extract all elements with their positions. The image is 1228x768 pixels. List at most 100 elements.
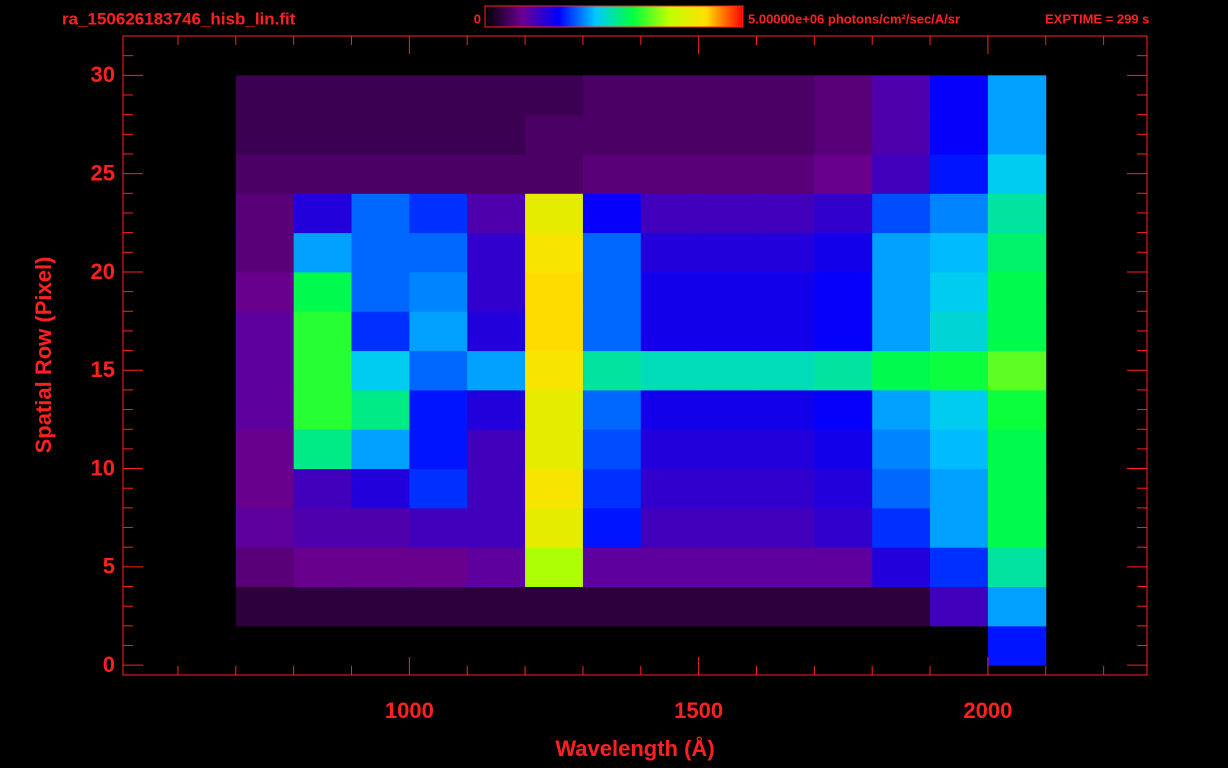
heatmap-cell [525, 389, 584, 430]
heatmap-cell [235, 507, 295, 548]
heatmap-cell [293, 232, 353, 273]
heatmap-cell [698, 429, 757, 470]
heatmap-cell [698, 114, 757, 155]
heatmap-cell [351, 507, 410, 548]
heatmap-cell [756, 193, 815, 234]
heatmap-cell [930, 114, 989, 155]
heatmap-cell [930, 271, 989, 312]
colorbar [484, 5, 744, 28]
heatmap-cell [930, 311, 989, 352]
y-axis-label: Spatial Row (Pixel) [31, 257, 56, 454]
heatmap-cell [409, 311, 468, 352]
heatmap-cell [987, 232, 1047, 273]
heatmap-cell [235, 271, 295, 312]
heatmap-cell [235, 114, 295, 155]
heatmap-cell [640, 114, 700, 155]
heatmap-cell [351, 75, 410, 116]
heatmap-cell [987, 468, 1047, 509]
heatmap-cell [351, 232, 410, 273]
heatmap-cell [409, 153, 468, 194]
heatmap-cell [351, 153, 410, 194]
heatmap-cell [814, 429, 873, 470]
heatmap-cell [756, 547, 815, 588]
heatmap-cell [930, 625, 989, 666]
heatmap-cell [987, 507, 1047, 548]
heatmap-cell [814, 468, 873, 509]
heatmap-cell [814, 232, 873, 273]
heatmap-cell [756, 271, 815, 312]
heatmap-cell [293, 547, 353, 588]
heatmap-cell [756, 507, 815, 548]
x-tick-label: 2000 [963, 698, 1012, 723]
heatmap-cell [467, 507, 526, 548]
heatmap-cell [698, 507, 757, 548]
heatmap-cell [872, 507, 931, 548]
heatmap-cell [582, 271, 642, 312]
heatmap-cell [987, 625, 1047, 666]
heatmap-cell [235, 547, 295, 588]
heatmap-cell [930, 429, 989, 470]
heatmap-cell [756, 75, 815, 116]
heatmap-cell [582, 114, 642, 155]
heatmap-cell [698, 75, 757, 116]
heatmap-cell [930, 547, 989, 588]
heatmap-cell [351, 625, 410, 666]
heatmap-cell [525, 429, 584, 470]
heatmap-cell [293, 193, 353, 234]
heatmap-cell [640, 586, 700, 627]
heatmap-cell [640, 389, 700, 430]
heatmap-cell [756, 232, 815, 273]
heatmap-cell [293, 586, 353, 627]
heatmap-cell [814, 625, 873, 666]
heatmap-cell [814, 311, 873, 352]
heatmap-cell [872, 468, 931, 509]
chart-title: ra_150626183746_hisb_lin.fit [62, 9, 296, 28]
heatmap-cell [814, 350, 873, 391]
heatmap-cell [293, 625, 353, 666]
heatmap-cell [698, 271, 757, 312]
heatmap-cell [640, 193, 700, 234]
heatmap-cell [525, 271, 584, 312]
heatmap-cell [235, 350, 295, 391]
y-tick-label: 15 [91, 357, 115, 382]
heatmap-cell [814, 389, 873, 430]
heatmap-cell [467, 625, 526, 666]
heatmap-cell [640, 232, 700, 273]
colorbar-tick-label: 0 [474, 11, 481, 26]
heatmap-cell [235, 311, 295, 352]
heatmap-cell [582, 232, 642, 273]
heatmap-cell [987, 350, 1047, 391]
heatmap-cell [235, 232, 295, 273]
heatmap-cell [467, 271, 526, 312]
heatmap-cell [640, 311, 700, 352]
heatmap-cell [872, 232, 931, 273]
heatmap-cell [235, 468, 295, 509]
heatmap-cell [872, 389, 931, 430]
heatmap-cell [409, 389, 468, 430]
heatmap-cell [987, 311, 1047, 352]
heatmap-cell [525, 547, 584, 588]
heatmap-cell [872, 114, 931, 155]
heatmap-cell [987, 586, 1047, 627]
y-tick-label: 20 [91, 259, 115, 284]
heatmap-cell [409, 193, 468, 234]
heatmap-cell [872, 547, 931, 588]
y-tick-label: 5 [103, 554, 115, 579]
heatmap-cell [467, 153, 526, 194]
heatmap-cell [930, 232, 989, 273]
heatmap-cell [814, 193, 873, 234]
heatmap-cell [293, 114, 353, 155]
heatmap-cell [872, 429, 931, 470]
heatmap-cell [409, 625, 468, 666]
heatmap-cell [698, 389, 757, 430]
heatmap-cell [930, 389, 989, 430]
heatmap-cell [409, 114, 468, 155]
heatmap-cell [525, 311, 584, 352]
heatmap-cell [640, 507, 700, 548]
heatmap-cell [467, 232, 526, 273]
heatmap-cell [582, 547, 642, 588]
heatmap-cell [930, 468, 989, 509]
heatmap-cell [872, 271, 931, 312]
heatmap-cell [525, 114, 584, 155]
heatmap-cell [293, 507, 353, 548]
